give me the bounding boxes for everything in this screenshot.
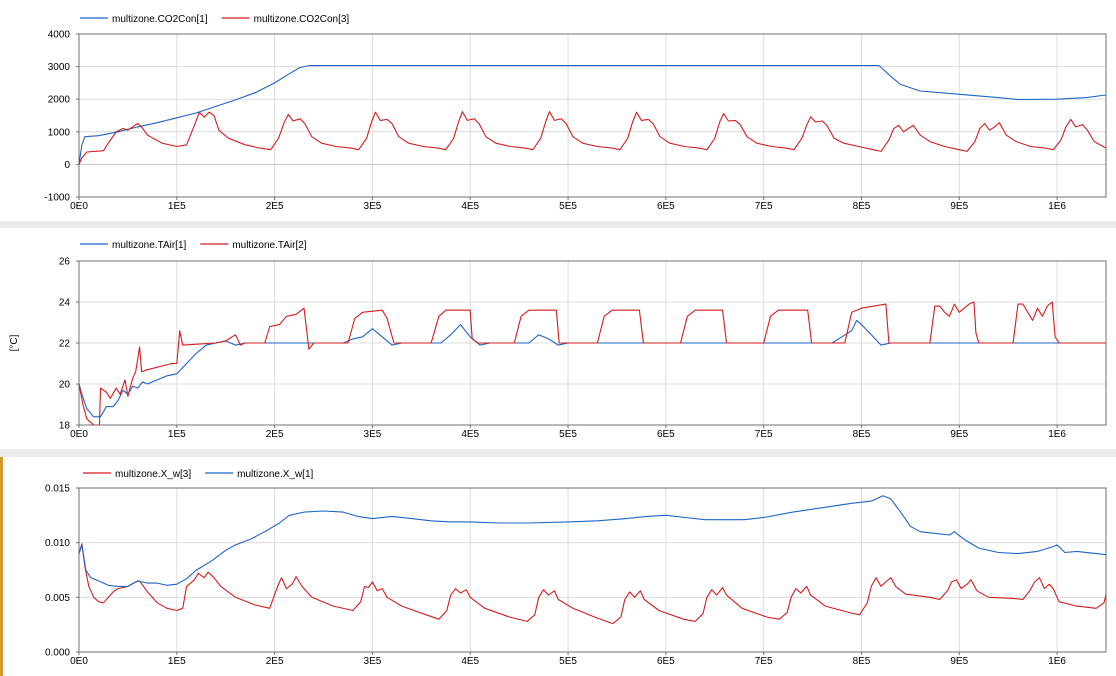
x-tick-label: 8E5 [853, 201, 871, 212]
x-tick-label: 6E5 [657, 656, 675, 667]
legend-label: multizone.X_w[3] [115, 469, 191, 480]
x-tick-label: 9E5 [950, 656, 968, 667]
y-tick-label: 0.010 [45, 538, 70, 549]
x-tick-label: 6E5 [657, 429, 675, 440]
x-tick-label: 6E5 [657, 201, 675, 212]
x-tick-label: 3E5 [364, 201, 382, 212]
y-tick-label: 22 [59, 339, 71, 350]
grid [78, 33, 1106, 198]
legend[interactable]: multizone.X_w[3] multizone.X_w[1] [83, 469, 314, 480]
x-tick-label: 9E5 [950, 429, 968, 440]
x-tick-label: 0E0 [70, 201, 88, 212]
y-tick-label: 24 [59, 298, 71, 309]
x-tick-label: 3E5 [364, 656, 382, 667]
y-tick-label: 20 [59, 380, 71, 391]
y-tick-label: 1000 [48, 127, 71, 138]
x-tick-label: 1E6 [1048, 201, 1066, 212]
legend-label: multizone.TAir[2] [232, 240, 307, 251]
x-tick-label: 9E5 [950, 201, 968, 212]
x-tick-label: 7E5 [755, 656, 773, 667]
y-tick-label: 4000 [48, 30, 71, 41]
legend-label: multizone.TAir[1] [112, 240, 187, 251]
y-axis-label: [°C] [9, 334, 20, 351]
x-tick-label: 0E0 [70, 429, 88, 440]
legend[interactable]: multizone.TAir[1] multizone.TAir[2] [80, 240, 307, 251]
co2-chart[interactable]: 0E0 1E5 2E5 3E5 4E5 5E5 6E5 7E5 8E5 9E5 1E6 -1000 0 1… [0, 0, 1116, 221]
y-tick-label: -1000 [44, 193, 70, 204]
x-tick-label: 2E5 [266, 656, 284, 667]
tair-chart-panel[interactable]: 0E0 1E5 2E5 3E5 4E5 5E5 6E5 7E5 8E5 9E5 1E6 18 20 22 2… [0, 228, 1116, 449]
xw-chart[interactable]: 0E0 1E5 2E5 3E5 4E5 5E5 6E5 7E5 8E5 9E5 1E6 0.000 0.… [3, 457, 1116, 676]
plot-frame [78, 487, 1107, 653]
legend-label: multizone.CO2Con[3] [254, 14, 350, 25]
x-tick-label: 3E5 [364, 429, 382, 440]
x-tick-label: 4E5 [461, 429, 479, 440]
x-tick-label: 1E5 [168, 201, 186, 212]
panel-divider[interactable] [0, 449, 1116, 457]
x-tick-label: 1E6 [1048, 656, 1066, 667]
y-tick-label: 0 [64, 160, 70, 171]
co2-chart-panel[interactable]: 0E0 1E5 2E5 3E5 4E5 5E5 6E5 7E5 8E5 9E5 1E6 -1000 0 1… [0, 0, 1116, 221]
legend-label: multizone.X_w[1] [237, 469, 313, 480]
plot-frame [78, 33, 1107, 198]
y-tick-label: 26 [59, 257, 71, 268]
x-tick-label: 1E5 [168, 429, 186, 440]
series-line[interactable] [79, 495, 1106, 587]
legend-label: multizone.CO2Con[1] [112, 14, 208, 25]
x-tick-label: 7E5 [755, 429, 773, 440]
x-tick-label: 5E5 [559, 656, 577, 667]
x-tick-label: 4E5 [461, 656, 479, 667]
tair-chart[interactable]: 0E0 1E5 2E5 3E5 4E5 5E5 6E5 7E5 8E5 9E5 1E6 18 20 22 2… [0, 228, 1116, 449]
x-tick-label: 5E5 [559, 429, 577, 440]
x-tick-label: 8E5 [853, 656, 871, 667]
series-line[interactable] [79, 65, 1106, 165]
series-line[interactable] [79, 543, 1116, 625]
y-tick-label: 0.000 [45, 648, 70, 659]
y-tick-label: 2000 [48, 95, 71, 106]
x-tick-label: 1E6 [1048, 429, 1066, 440]
y-tick-label: 18 [59, 421, 71, 432]
x-tick-label: 4E5 [461, 201, 479, 212]
grid [78, 487, 1106, 653]
series-line[interactable] [79, 111, 1106, 165]
y-tick-label: 3000 [48, 62, 71, 73]
x-tick-label: 2E5 [266, 201, 284, 212]
x-tick-label: 0E0 [70, 656, 88, 667]
x-tick-label: 2E5 [266, 429, 284, 440]
y-tick-label: 0.015 [45, 484, 70, 495]
legend[interactable]: multizone.CO2Con[1] multizone.CO2Con[3] [80, 14, 349, 25]
x-tick-label: 1E5 [168, 656, 186, 667]
series-line[interactable] [79, 301, 1106, 425]
xw-chart-panel[interactable]: 0E0 1E5 2E5 3E5 4E5 5E5 6E5 7E5 8E5 9E5 1E6 0.000 0.… [0, 457, 1116, 676]
x-tick-label: 7E5 [755, 201, 773, 212]
panel-divider[interactable] [0, 221, 1116, 228]
y-tick-label: 0.005 [45, 593, 70, 604]
x-tick-label: 8E5 [853, 429, 871, 440]
series-line[interactable] [79, 319, 1106, 418]
x-tick-label: 5E5 [559, 201, 577, 212]
